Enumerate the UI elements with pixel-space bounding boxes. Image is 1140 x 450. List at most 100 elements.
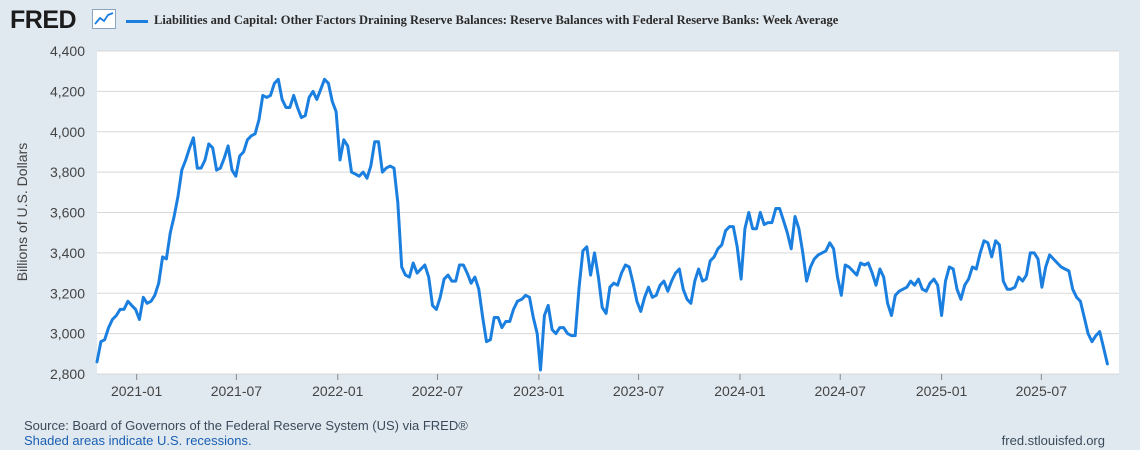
data-point[interactable] [157, 282, 160, 285]
data-point[interactable] [254, 132, 257, 135]
data-point[interactable] [620, 272, 623, 275]
data-point[interactable] [1002, 280, 1005, 283]
data-point[interactable] [755, 227, 758, 230]
data-point[interactable] [763, 223, 766, 226]
data-point[interactable] [770, 221, 773, 224]
data-point[interactable] [439, 296, 442, 299]
data-point[interactable] [1083, 316, 1086, 319]
data-point[interactable] [1056, 262, 1059, 265]
data-point[interactable] [859, 262, 862, 265]
data-point[interactable] [103, 338, 106, 341]
data-point[interactable] [782, 219, 785, 222]
data-point[interactable] [670, 280, 673, 283]
data-point[interactable] [123, 308, 126, 311]
data-point[interactable] [396, 201, 399, 204]
series-line[interactable] [95, 77, 1109, 372]
data-point[interactable] [828, 241, 831, 244]
data-point[interactable] [427, 276, 430, 279]
data-point[interactable] [161, 255, 164, 258]
data-point[interactable] [944, 280, 947, 283]
data-point[interactable] [797, 227, 800, 230]
data-point[interactable] [354, 173, 357, 176]
data-point[interactable] [628, 266, 631, 269]
data-point[interactable] [728, 225, 731, 228]
data-point[interactable] [778, 207, 781, 210]
chart-area[interactable]: 2,800 3,000 3,200 3,400 3,600 3,800 4,000 4,200… [0, 0, 1140, 410]
data-point[interactable] [1098, 330, 1101, 333]
data-point[interactable] [520, 298, 523, 301]
data-point[interactable] [470, 282, 473, 285]
data-point[interactable] [774, 207, 777, 210]
data-point[interactable] [99, 340, 102, 343]
data-point[interactable] [285, 106, 288, 109]
data-point[interactable] [312, 90, 315, 93]
data-point[interactable] [339, 159, 342, 162]
data-point[interactable] [215, 169, 218, 172]
data-point[interactable] [805, 280, 808, 283]
data-point[interactable] [273, 82, 276, 85]
data-point[interactable] [678, 268, 681, 271]
data-point[interactable] [905, 286, 908, 289]
data-point[interactable] [1037, 257, 1040, 260]
data-point[interactable] [281, 98, 284, 101]
data-point[interactable] [261, 94, 264, 97]
data-point[interactable] [350, 171, 353, 174]
data-point[interactable] [150, 300, 153, 303]
data-point[interactable] [689, 302, 692, 305]
data-point[interactable] [431, 304, 434, 307]
data-point[interactable] [790, 247, 793, 250]
data-point[interactable] [581, 249, 584, 252]
data-point[interactable] [408, 276, 411, 279]
data-point[interactable] [296, 106, 299, 109]
data-point[interactable] [554, 332, 557, 335]
fred-url[interactable]: fred.stlouisfed.org [1001, 433, 1105, 448]
data-point[interactable] [420, 268, 423, 271]
data-point[interactable] [983, 239, 986, 242]
data-point[interactable] [585, 245, 588, 248]
data-point[interactable] [709, 259, 712, 262]
data-point[interactable] [304, 114, 307, 117]
data-point[interactable] [1052, 257, 1055, 260]
data-point[interactable] [493, 316, 496, 319]
data-point[interactable] [219, 167, 222, 170]
data-point[interactable] [165, 257, 168, 260]
data-point[interactable] [362, 171, 365, 174]
data-point[interactable] [605, 312, 608, 315]
data-point[interactable] [894, 294, 897, 297]
data-point[interactable] [138, 318, 141, 321]
data-point[interactable] [447, 274, 450, 277]
data-point[interactable] [597, 276, 600, 279]
data-point[interactable] [832, 247, 835, 250]
data-point[interactable] [393, 167, 396, 170]
data-point[interactable] [400, 266, 403, 269]
data-point[interactable] [142, 296, 145, 299]
data-point[interactable] [277, 78, 280, 81]
data-point[interactable] [863, 264, 866, 267]
data-point[interactable] [473, 276, 476, 279]
data-point[interactable] [227, 144, 230, 147]
data-point[interactable] [566, 332, 569, 335]
data-point[interactable] [435, 308, 438, 311]
data-point[interactable] [848, 266, 851, 269]
data-point[interactable] [1064, 268, 1067, 271]
data-point[interactable] [381, 171, 384, 174]
data-point[interactable] [817, 253, 820, 256]
data-point[interactable] [153, 294, 156, 297]
data-point[interactable] [844, 264, 847, 267]
data-point[interactable] [875, 284, 878, 287]
data-point[interactable] [913, 284, 916, 287]
data-point[interactable] [180, 169, 183, 172]
data-point[interactable] [986, 241, 989, 244]
data-point[interactable] [1044, 266, 1047, 269]
data-point[interactable] [932, 278, 935, 281]
data-point[interactable] [512, 308, 515, 311]
data-point[interactable] [736, 245, 739, 248]
data-point[interactable] [743, 227, 746, 230]
data-point[interactable] [416, 272, 419, 275]
data-point[interactable] [238, 155, 241, 158]
data-point[interactable] [956, 288, 959, 291]
data-point[interactable] [732, 225, 735, 228]
data-point[interactable] [497, 316, 500, 319]
data-point[interactable] [200, 167, 203, 170]
data-point[interactable] [562, 326, 565, 329]
